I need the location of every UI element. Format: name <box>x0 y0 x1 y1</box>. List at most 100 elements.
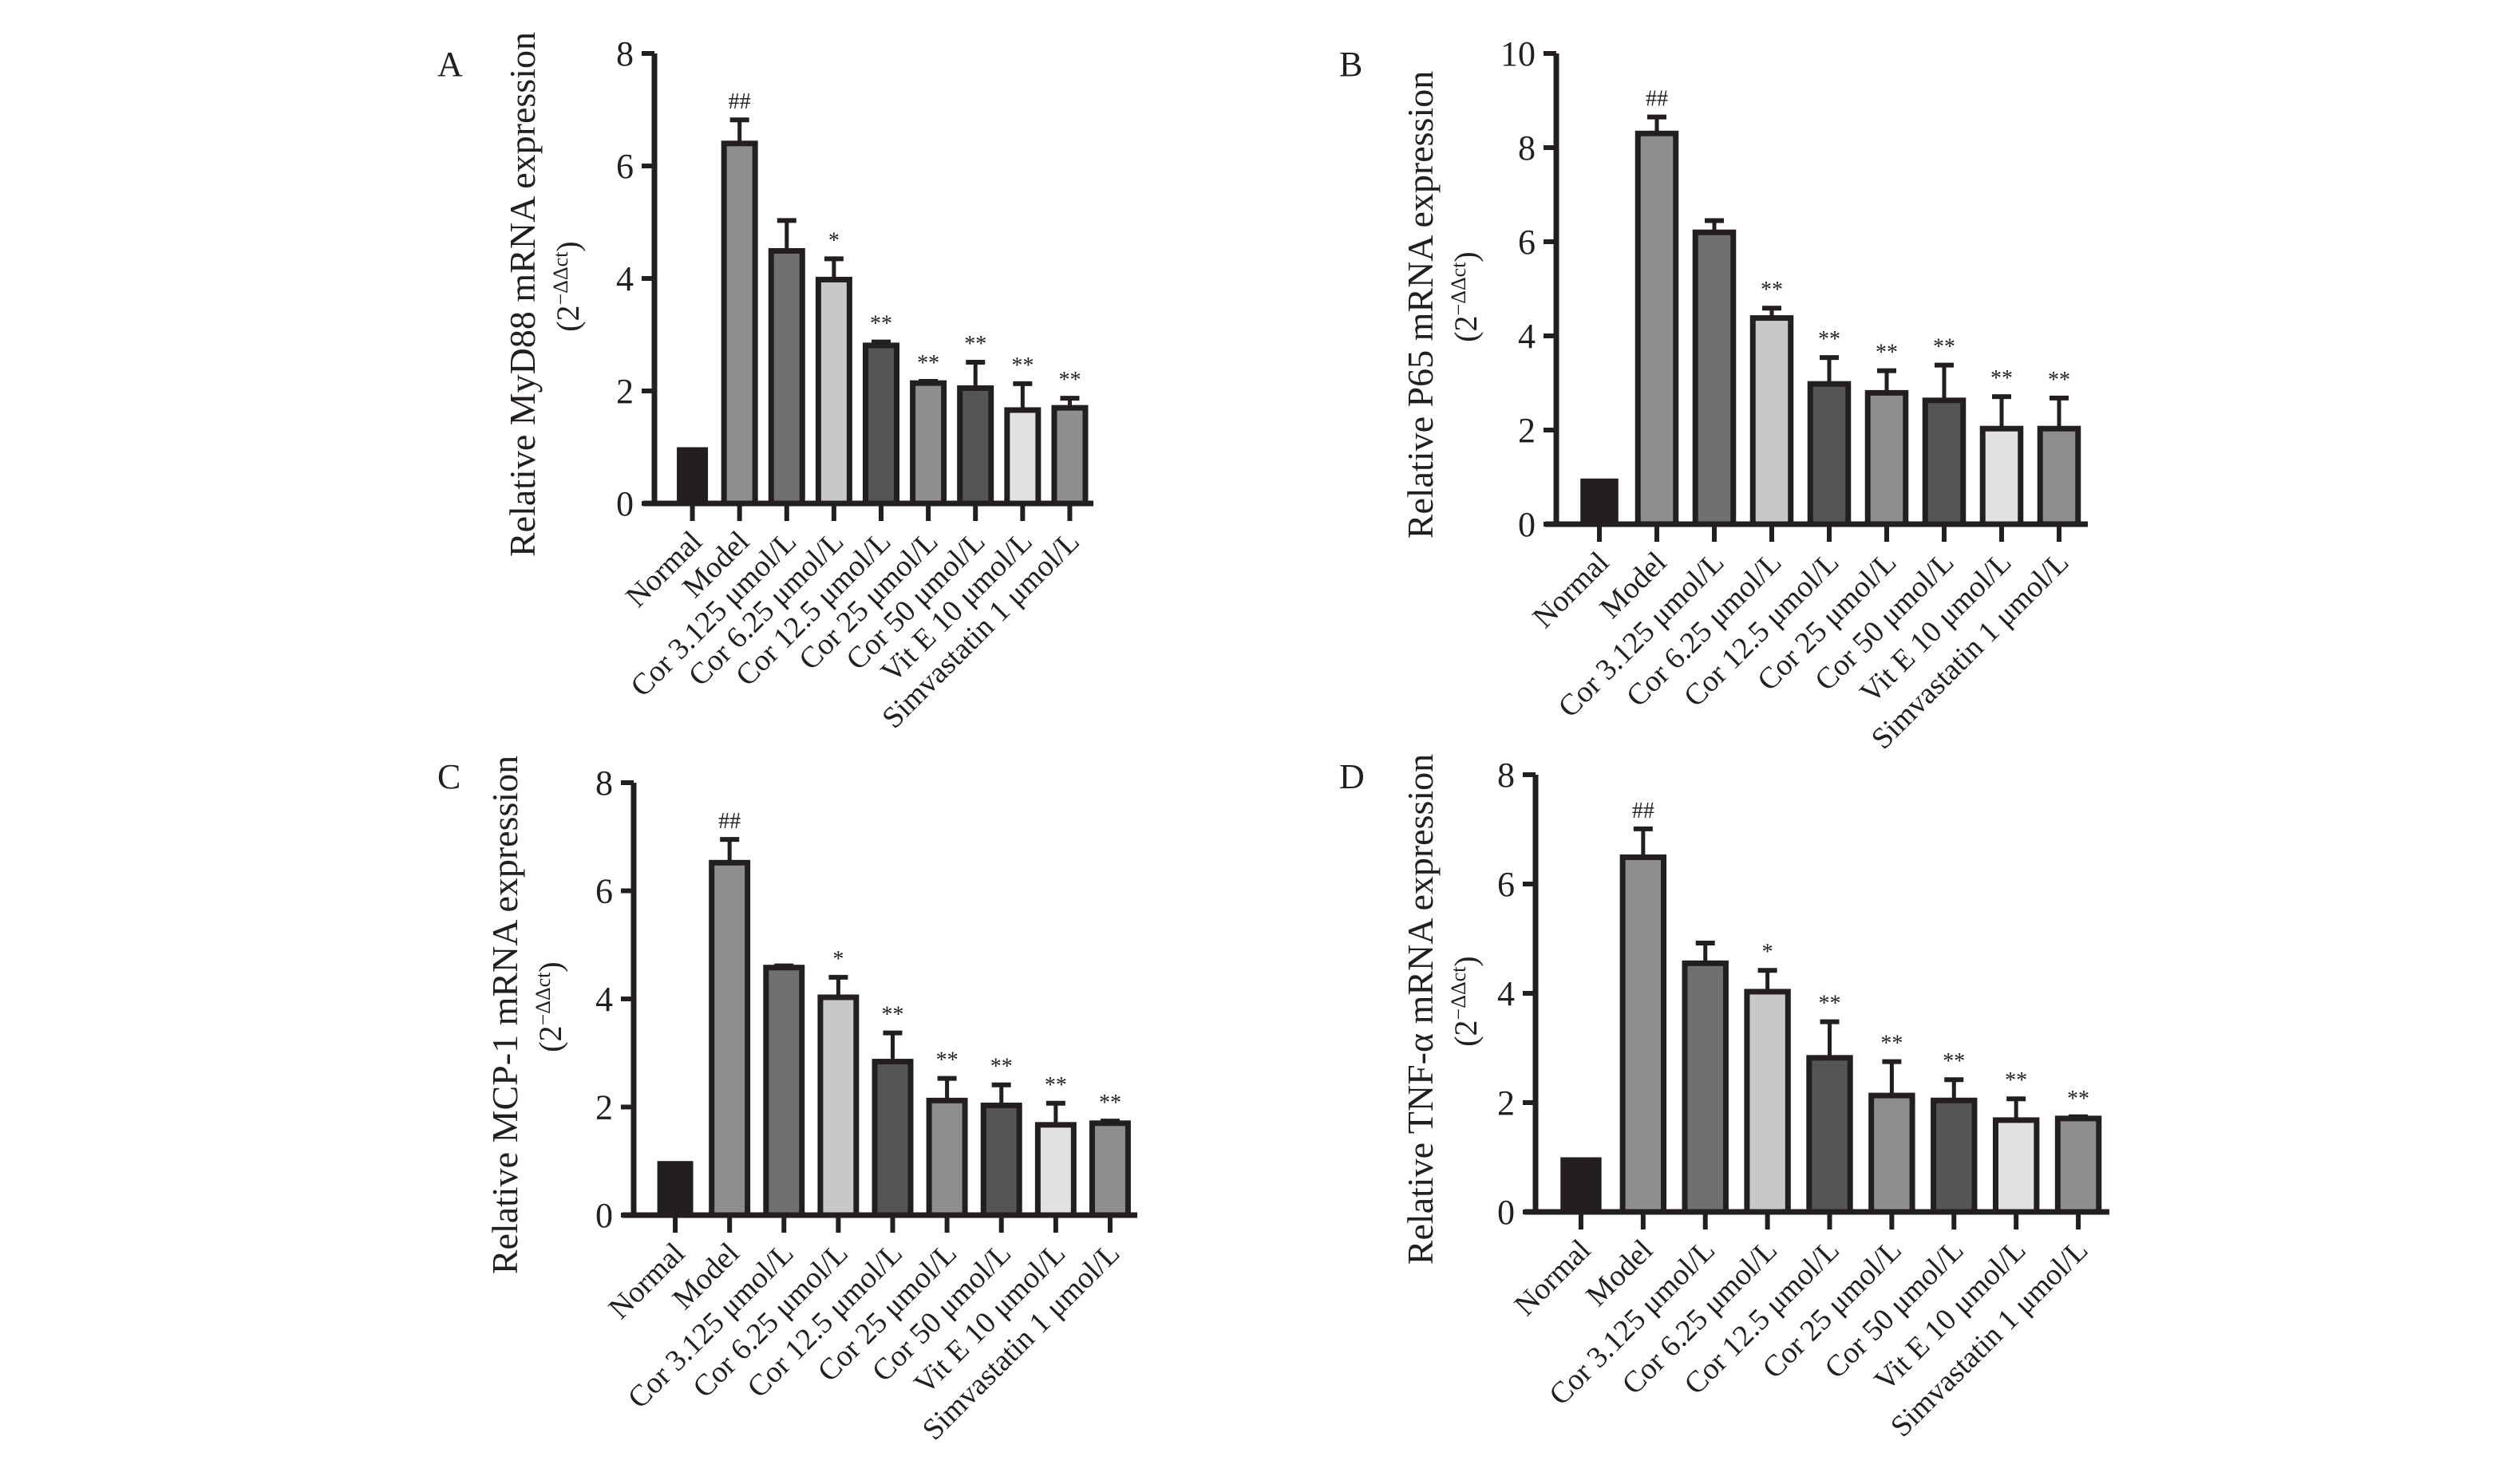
bar <box>815 276 852 507</box>
significance-marker: ** <box>1876 341 1898 365</box>
bar <box>677 447 709 503</box>
bar <box>910 380 947 507</box>
y-tick-label: 0 <box>595 1196 613 1235</box>
bar <box>1004 407 1042 507</box>
y-tick-label: 8 <box>1497 756 1515 795</box>
bar <box>1744 989 1791 1215</box>
significance-marker: ** <box>1058 368 1081 393</box>
bar <box>862 342 900 507</box>
y-tick-label: 10 <box>1500 34 1536 73</box>
bar <box>763 965 805 1218</box>
bar <box>817 994 860 1218</box>
bar <box>1051 405 1089 507</box>
y-tick-label: 4 <box>1518 317 1536 356</box>
bar <box>1034 1122 1077 1218</box>
y-tick-label: 4 <box>595 980 613 1019</box>
bar <box>1089 1120 1131 1218</box>
significance-marker: ** <box>1943 1049 1965 1074</box>
bar <box>1560 1157 1602 1212</box>
bar <box>709 859 751 1218</box>
y-tick-label: 2 <box>1497 1083 1515 1123</box>
significance-marker: ** <box>1933 335 1955 360</box>
significance-marker: ** <box>1045 1073 1067 1098</box>
y-tick-label: 6 <box>1518 223 1536 262</box>
panel-letter: B <box>1339 45 1362 84</box>
y-axis-unit-label: (2−ΔΔct) <box>1447 251 1484 342</box>
y-axis-label: Relative MCP-1 mRNA expression <box>484 756 525 1274</box>
chart-panel-c: C Relative MCP-1 mRNA expression (2−ΔΔct) 0… <box>437 756 1137 1447</box>
bar <box>1931 1097 1978 1215</box>
y-tick-label: 2 <box>1518 411 1536 450</box>
significance-marker: ** <box>2067 1087 2089 1111</box>
panel-letter: D <box>1339 757 1365 796</box>
y-axis-label: Relative TNF-α mRNA expression <box>1400 754 1441 1265</box>
significance-marker: ## <box>1646 87 1668 112</box>
y-tick-label: 2 <box>616 372 634 411</box>
significance-marker: * <box>832 947 844 972</box>
significance-marker: ## <box>1632 799 1654 823</box>
y-tick-label: 0 <box>616 484 634 523</box>
significance-marker: ** <box>917 351 939 376</box>
significance-marker: ** <box>2005 1068 2027 1093</box>
chart-panel-b: B Relative P65 mRNA expression (2−ΔΔct) 0 2 4… <box>1339 34 2088 756</box>
bar <box>657 1161 694 1215</box>
y-tick-label: 6 <box>1497 865 1515 904</box>
y-tick-label: 8 <box>1518 128 1536 168</box>
bar <box>1682 960 1729 1215</box>
bar <box>1868 1092 1915 1215</box>
chart-panel-d: D Relative TNF-α mRNA expression (2−ΔΔct) 0… <box>1339 754 2109 1443</box>
significance-marker: ## <box>718 809 741 834</box>
significance-marker: ** <box>990 1055 1013 1079</box>
bar <box>1692 229 1737 527</box>
bar <box>1992 1117 2040 1215</box>
significance-marker: ## <box>729 89 751 114</box>
bar <box>872 1059 914 1218</box>
panel-letter: C <box>437 757 461 796</box>
y-tick-label: 4 <box>1497 974 1515 1013</box>
bar <box>1580 478 1619 524</box>
chart-panel-a: A Relative MyD88 mRNA expression (2−ΔΔct) 0… <box>437 32 1093 735</box>
y-axis-label: Relative P65 mRNA expression <box>1400 71 1441 539</box>
y-tick-label: 8 <box>616 34 634 73</box>
bar <box>1806 1055 1853 1215</box>
y-tick-label: 4 <box>616 259 634 298</box>
y-tick-label: 0 <box>1497 1193 1515 1232</box>
significance-marker: ** <box>1819 992 1841 1016</box>
bar <box>1979 425 2024 527</box>
y-axis-unit-label: (2−ΔΔct) <box>549 241 586 332</box>
y-axis-label: Relative MyD88 mRNA expression <box>502 32 543 557</box>
y-axis-unit-label: (2−ΔΔct) <box>532 961 568 1052</box>
bar <box>980 1102 1022 1218</box>
significance-marker: ** <box>882 1003 904 1028</box>
panel-letter: A <box>437 45 463 84</box>
significance-marker: * <box>828 228 840 253</box>
bar <box>2037 425 2081 527</box>
bar <box>768 247 805 507</box>
significance-marker: * <box>1762 940 1773 965</box>
bar <box>926 1097 968 1218</box>
bar <box>1749 315 1794 527</box>
significance-marker: ** <box>2048 368 2070 393</box>
significance-marker: ** <box>936 1048 959 1073</box>
significance-marker: ** <box>1818 327 1840 352</box>
significance-marker: ** <box>870 312 892 337</box>
bar <box>1619 854 1667 1215</box>
bar <box>721 140 758 507</box>
significance-marker: ** <box>1880 1032 1903 1056</box>
significance-marker: ** <box>1099 1091 1121 1115</box>
bar <box>1634 130 1679 527</box>
significance-marker: ** <box>1761 278 1783 302</box>
y-tick-label: 8 <box>595 764 613 803</box>
bar <box>1864 389 1909 527</box>
bar <box>957 385 994 507</box>
bar <box>1922 397 1967 527</box>
y-tick-label: 2 <box>595 1088 613 1127</box>
x-tick-label: Normal <box>1527 546 1616 635</box>
bar <box>2054 1115 2102 1215</box>
y-tick-label: 6 <box>616 147 634 186</box>
x-tick-label: Normal <box>1508 1233 1598 1323</box>
significance-marker: ** <box>1011 353 1034 378</box>
significance-marker: ** <box>964 332 986 357</box>
y-tick-label: 6 <box>595 872 613 911</box>
